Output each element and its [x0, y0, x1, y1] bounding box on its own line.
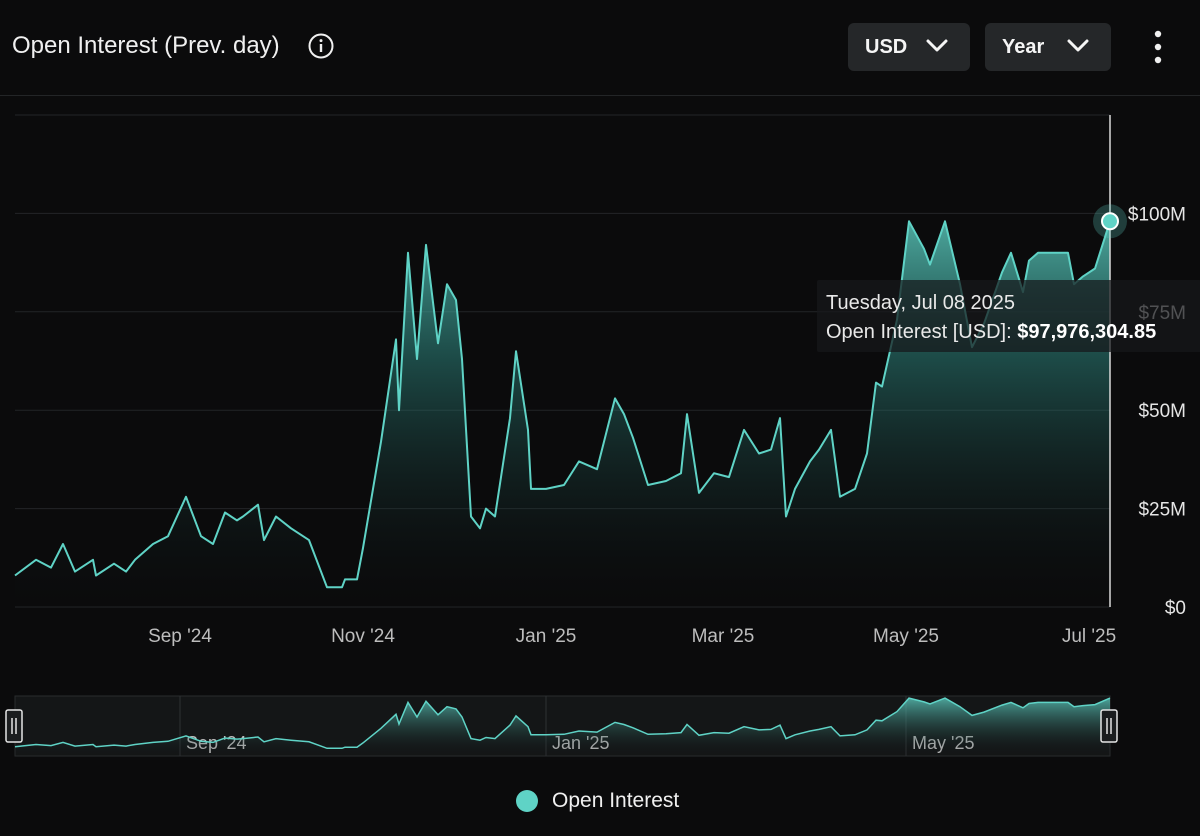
info-icon[interactable] — [308, 33, 334, 59]
x-axis: Sep '24 Nov '24 Jan '25 Mar '25 May '25 Jul '… — [148, 626, 1116, 647]
y-tick-label: $0 — [1165, 598, 1186, 619]
series-open-interest — [14, 220, 1111, 608]
x-tick-label: Nov '24 — [331, 626, 395, 647]
y-tick-label: $100M — [1128, 204, 1186, 225]
tooltip-value: $97,976,304.85 — [1017, 321, 1156, 343]
x-tick-label: Mar '25 — [692, 626, 755, 647]
chart-header: Open Interest (Prev. day) USD Year — [0, 0, 1200, 96]
y-axis: $0$25M$50M$75M$100M — [1128, 204, 1186, 619]
more-vertical-icon[interactable] — [1146, 29, 1170, 65]
navigator-area — [15, 698, 1110, 756]
tooltip-series-label: Open Interest [USD] — [826, 321, 1006, 343]
chevron-down-icon — [1067, 39, 1089, 52]
hover-marker[interactable] — [1093, 204, 1127, 239]
chart-title: Open Interest (Prev. day) — [12, 32, 280, 59]
navigator-line — [14, 697, 1111, 750]
series-line — [14, 220, 1111, 589]
legend-label: Open Interest — [552, 789, 680, 812]
navigator-handle-left[interactable] — [5, 709, 23, 743]
range-dropdown-label: Year — [1002, 35, 1045, 58]
range-dropdown[interactable]: Year — [985, 23, 1111, 71]
legend-item-open-interest[interactable]: Open Interest — [516, 788, 679, 814]
x-tick-label: Jan '25 — [516, 626, 577, 647]
tooltip-background — [817, 280, 1200, 352]
chevron-down-icon — [926, 39, 948, 52]
tooltip-separator: : — [1006, 321, 1017, 343]
y-tick-label: $50M — [1138, 401, 1186, 422]
y-tick-label: $25M — [1138, 500, 1186, 521]
tooltip: Tuesday, Jul 08 2025 Open Interest [USD]… — [817, 280, 1200, 352]
marker-point[interactable] — [1101, 212, 1119, 231]
tooltip-value-line: Open Interest [USD]: $97,976,304.85 — [826, 321, 1156, 343]
x-tick-label: May '25 — [873, 626, 939, 647]
x-tick-label: Jul '25 — [1062, 626, 1116, 647]
series-area — [15, 221, 1110, 608]
currency-dropdown-label: USD — [865, 35, 908, 58]
currency-dropdown[interactable]: USD — [848, 23, 970, 71]
legend-marker — [516, 790, 538, 812]
navigator-handle-right[interactable] — [1100, 709, 1118, 743]
x-tick-label: Sep '24 — [148, 626, 212, 647]
tooltip-date: Tuesday, Jul 08 2025 — [826, 292, 1015, 314]
